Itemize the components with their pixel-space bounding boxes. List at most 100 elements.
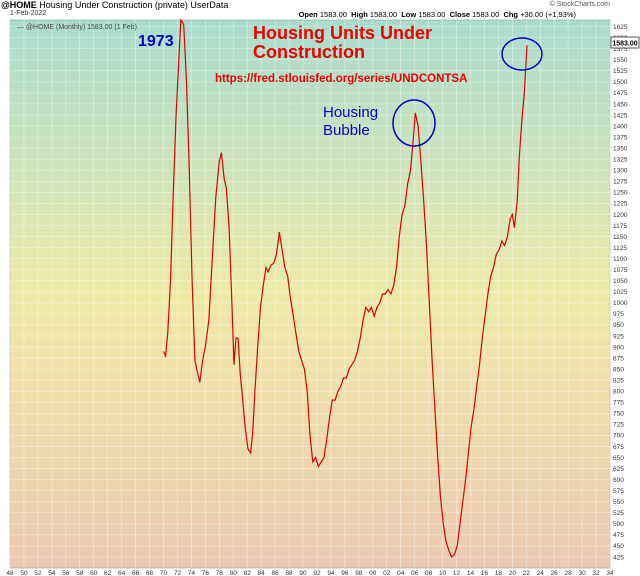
ohlc-readout: Open 1583.00 High 1583.00 Low 1583.00 Cl… [299,10,576,19]
x-axis-ticks: 48 50 52 54 56 58 60 62 64 66 68 70 72 74 76 78 80 82 84 86… [6,570,614,576]
open-label: Open [298,10,318,19]
housing-units-line [162,18,528,558]
y-tick-label: 1575 [613,46,628,53]
y-tick-label: 1175 [613,223,627,230]
y-tick-label: 875 [613,355,624,362]
last-value-label: 1583.00 [612,41,637,48]
x-tick-label: 80 [230,570,238,576]
annotation-1973: 1973 [138,33,174,50]
y-tick-label: 1325 [613,157,628,164]
x-tick-label: 70 [160,570,168,576]
y-tick-label: 950 [613,322,624,329]
y-tick-label: 1375 [613,134,628,141]
x-tick-label: 72 [174,570,182,576]
x-tick-label: 82 [244,570,252,576]
y-tick-label: 975 [613,311,624,318]
x-tick-label: 14 [467,570,475,576]
plot-area [9,19,611,569]
y-tick-label: 1625 [613,24,628,31]
annotation-title-line2: Construction [253,42,365,62]
x-tick-label: 52 [34,570,42,576]
x-tick-label: 02 [383,570,391,576]
y-tick-label: 425 [613,554,624,561]
x-tick-label: 90 [299,570,307,576]
high-value: 1583.00 [369,10,398,19]
x-tick-label: 32 [592,570,600,576]
chg-label: Chg [503,10,519,19]
y-tick-label: 1200 [613,212,628,219]
y-tick-label: 500 [613,521,624,528]
grid-lines [9,20,611,568]
open-value: 1583.00 [319,10,347,19]
x-tick-label: 98 [355,570,363,576]
y-tick-label: 675 [613,444,624,451]
y-tick-label: 1100 [613,256,627,263]
y-tick-label: 700 [613,433,624,440]
y-tick-label: 900 [613,344,624,351]
x-tick-label: 24 [537,570,545,576]
x-tick-label: 18 [495,570,503,576]
x-tick-label: 50 [20,570,28,576]
y-tick-label: 1275 [613,179,628,186]
x-tick-label: 56 [62,570,70,576]
stockcharts-logo: © StockCharts.com [549,1,610,8]
chart-header-title: @HOME Housing Under Construction (privat… [1,0,228,10]
y-tick-label: 450 [613,543,624,550]
y-tick-label: 1225 [613,201,628,208]
y-tick-label: 1125 [613,245,627,252]
y-tick-label: 475 [613,532,624,539]
y-tick-label: 625 [613,466,624,473]
x-tick-label: 58 [76,570,84,576]
y-axis-ticks: 425 450 475 500 525 550 575 600 625 650 675 700 725 7… [613,24,628,561]
x-tick-label: 54 [48,570,56,576]
y-tick-label: 1050 [613,278,628,285]
y-tick-label: 1525 [613,68,628,75]
x-tick-label: 92 [313,570,321,576]
y-tick-label: 600 [613,477,624,484]
annotation-url: https://fred.stlouisfed.org/series/UNDCO… [215,73,467,85]
x-tick-label: 64 [118,570,126,576]
y-tick-label: 525 [613,510,624,517]
x-tick-label: 08 [425,570,433,576]
high-label: High [351,10,368,19]
source-tag: UserData [190,0,229,10]
x-tick-label: 84 [258,570,266,576]
y-tick-label: 550 [613,499,624,506]
x-tick-label: 60 [90,570,98,576]
annotation-bubble-line2: Bubble [323,122,370,139]
x-tick-label: 04 [397,570,405,576]
x-tick-label: 00 [369,570,377,576]
y-tick-label: 1550 [613,57,628,64]
x-tick-label: 62 [104,570,112,576]
x-tick-label: 06 [411,570,419,576]
y-tick-label: 1075 [613,267,628,274]
y-tick-label: 750 [613,411,624,418]
x-tick-label: 22 [523,570,531,576]
x-tick-label: 76 [202,570,210,576]
y-tick-label: 1400 [613,123,628,130]
y-tick-label: 1475 [613,90,628,97]
y-tick-label: 1500 [613,79,628,86]
close-label: Close [449,10,471,19]
x-tick-label: 88 [285,570,293,576]
y-tick-label: 575 [613,488,624,495]
latest-peak-circle [501,37,543,71]
x-tick-label: 30 [578,570,586,576]
low-label: Low [401,10,417,19]
x-tick-label: 74 [188,570,196,576]
x-tick-label: 34 [606,570,614,576]
x-tick-label: 86 [271,570,279,576]
annotation-bubble-line1: Housing [323,104,378,121]
bubble-peak-circle [392,99,436,147]
y-tick-label: 725 [613,422,624,429]
close-value: 1583.00 [472,10,500,19]
low-value: 1583.00 [418,10,446,19]
y-tick-label: 650 [613,455,624,462]
chg-value: +30.00 (+1.93%) [520,10,576,19]
x-tick-label: 96 [341,570,349,576]
x-tick-label: 20 [509,570,517,576]
y-tick-label: 1450 [613,101,628,108]
y-tick-label: 1150 [613,234,627,241]
legend-entry: — @HOME (Monthly) 1583.00 (1 Feb) [17,24,137,31]
